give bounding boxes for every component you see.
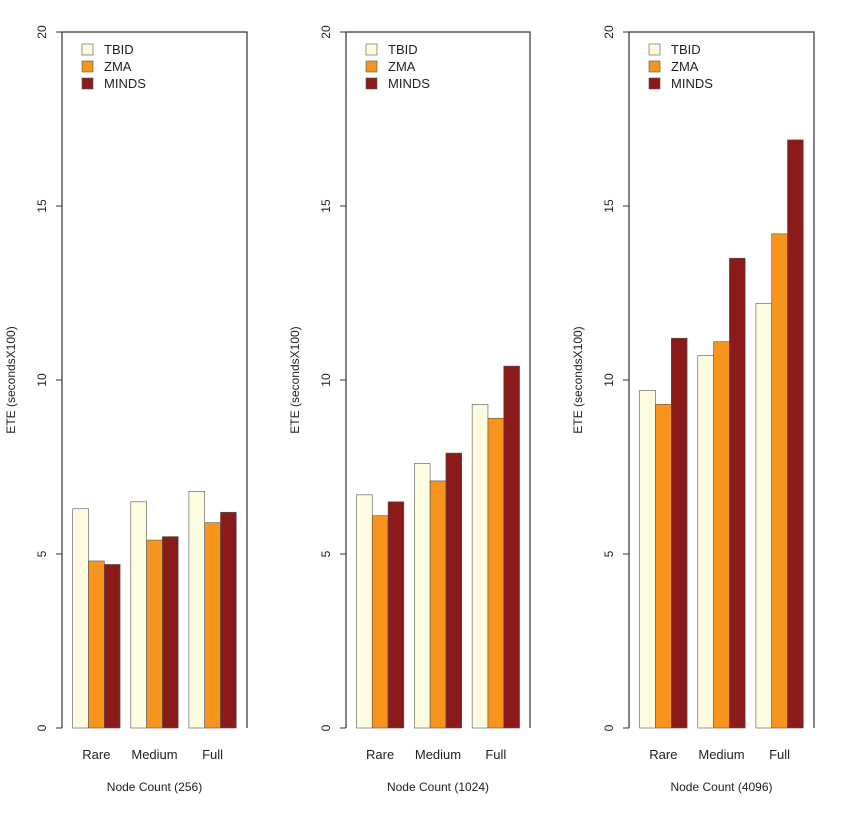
legend-label-tbid: TBID xyxy=(388,42,418,57)
bar-zma-rare xyxy=(88,560,105,729)
legend-swatch-tbid xyxy=(365,43,378,56)
y-tick-label: 20 xyxy=(35,25,49,39)
x-axis-title: Node Count (1024) xyxy=(387,780,489,794)
bar-minds-rare xyxy=(670,337,688,729)
bar-minds-medium xyxy=(729,257,746,729)
legend-swatch-zma xyxy=(365,60,378,73)
x-category-label: Medium xyxy=(415,747,461,762)
bar-minds-medium xyxy=(445,452,462,729)
bar-tbid-medium xyxy=(697,355,714,729)
bar-minds-rare xyxy=(387,501,405,729)
x-category-label: Medium xyxy=(698,747,744,762)
legend-swatch-tbid xyxy=(81,43,94,56)
legend-label-zma: ZMA xyxy=(104,59,132,74)
y-tick-label: 0 xyxy=(319,724,333,731)
y-axis-title: ETE (secondsX100) xyxy=(4,326,18,433)
x-category-label: Rare xyxy=(366,747,394,762)
legend-label-minds: MINDS xyxy=(104,76,146,91)
chart-panel-3: 0 5 10 15 20 ETE (secondsX100) Rare Medium Full N… xyxy=(571,25,815,794)
y-axis-title: ETE (secondsX100) xyxy=(288,326,302,433)
y-tick-label: 5 xyxy=(319,550,333,557)
bar-tbid-medium xyxy=(130,501,147,729)
legend-swatch-tbid xyxy=(648,43,661,56)
bar-minds-full xyxy=(220,511,237,729)
bar-zma-medium xyxy=(146,539,163,729)
x-category-label: Full xyxy=(485,747,506,762)
legend-label-tbid: TBID xyxy=(104,42,134,57)
legend-label-minds: MINDS xyxy=(671,76,713,91)
y-tick-label: 10 xyxy=(35,373,49,387)
bar-tbid-medium xyxy=(413,463,431,729)
chart-panel-1: 0 5 10 15 20 ETE (secondsX100) Rare Medium Full N… xyxy=(4,25,248,794)
y-tick-label: 15 xyxy=(35,199,49,213)
y-tick-label: 20 xyxy=(319,25,333,39)
bar-zma-full xyxy=(204,522,221,729)
legend-swatch-zma xyxy=(81,60,94,73)
x-category-label: Rare xyxy=(649,747,677,762)
x-category-label: Medium xyxy=(131,747,177,762)
bar-zma-full xyxy=(771,233,788,729)
bar-minds-rare xyxy=(104,564,121,729)
bar-tbid-full xyxy=(471,404,489,729)
y-tick-label: 15 xyxy=(602,199,616,213)
y-tick-label: 5 xyxy=(602,550,616,557)
bar-zma-medium xyxy=(713,341,730,729)
y-tick-label: 0 xyxy=(602,724,616,731)
chart-panel-2: 0 5 10 15 20 ETE (secondsX100) Rare Medium Full N… xyxy=(288,25,531,794)
y-tick-label: 10 xyxy=(602,373,616,387)
bar-zma-medium xyxy=(429,480,447,729)
bar-zma-rare xyxy=(655,404,672,729)
bar-minds-full xyxy=(503,365,520,729)
legend-swatch-minds xyxy=(365,77,378,90)
bar-tbid-rare xyxy=(356,494,373,729)
y-tick-label: 5 xyxy=(35,550,49,557)
legend-label-zma: ZMA xyxy=(671,59,699,74)
legend-label-tbid: TBID xyxy=(671,42,701,57)
y-axis-title: ETE (secondsX100) xyxy=(571,326,585,433)
bar-tbid-rare xyxy=(639,390,656,729)
bar-tbid-full xyxy=(755,303,773,729)
y-tick-label: 20 xyxy=(602,25,616,39)
bar-minds-medium xyxy=(162,536,179,729)
bar-zma-rare xyxy=(371,515,389,729)
x-category-label: Full xyxy=(202,747,223,762)
x-axis-title: Node Count (4096) xyxy=(670,780,772,794)
x-category-label: Full xyxy=(769,747,790,762)
legend-swatch-minds xyxy=(648,77,661,90)
legend-swatch-minds xyxy=(81,77,94,90)
y-tick-label: 0 xyxy=(35,724,49,731)
y-tick-label: 10 xyxy=(319,373,333,387)
x-category-label: Rare xyxy=(82,747,110,762)
y-tick-label: 15 xyxy=(319,199,333,213)
legend-label-zma: ZMA xyxy=(388,59,416,74)
x-axis-title: Node Count (256) xyxy=(107,780,202,794)
bar-minds-full xyxy=(787,139,804,729)
bar-tbid-full xyxy=(188,491,205,729)
bar-tbid-rare xyxy=(72,508,89,729)
legend-label-minds: MINDS xyxy=(388,76,430,91)
legend-swatch-zma xyxy=(648,60,661,73)
bar-zma-full xyxy=(487,417,505,729)
